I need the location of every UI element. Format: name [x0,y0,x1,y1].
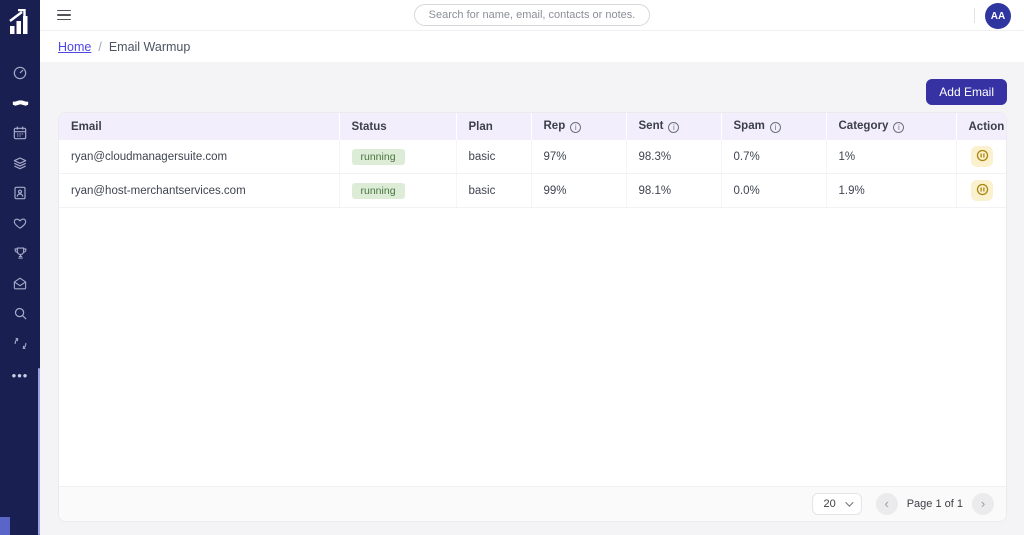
search-input[interactable] [414,4,650,26]
status-badge: running [351,182,405,199]
info-icon[interactable]: i [893,122,905,133]
dashboard-gauge-icon [12,65,28,86]
breadcrumb-current: Email Warmup [108,39,191,54]
table-row: ryan@cloudmanagersuite.com running basic… [59,140,1006,174]
cell-rep: 97% [531,140,627,174]
column-header-status: Status [339,113,457,140]
page-indicator: Page 1 of 1 [906,498,963,510]
pause-circle-icon [976,183,989,199]
sidebar-nav: ••• [11,65,29,384]
main-content: Add Email Email Status Plan Rep i Sent i S… [40,62,1024,522]
cell-spam: 0.0% [721,173,827,208]
sidebar: ••• [0,0,40,535]
column-header-plan: Plan [456,113,532,140]
calendar-icon [12,125,28,146]
info-icon[interactable]: i [570,122,582,133]
cell-category: 1.9% [826,173,957,208]
pause-warmup-button[interactable] [971,146,994,167]
cell-sent: 98.3% [626,140,722,174]
cell-plan: basic [456,173,532,208]
cell-action [956,140,1006,174]
pause-circle-icon [976,149,989,165]
table-header-row: Email Status Plan Rep i Sent i Spam i Categ… [59,113,1006,140]
cell-status: running [339,140,457,174]
column-header-email: Email [59,113,340,140]
column-header-rep: Rep i [531,113,627,140]
heart-icon [12,216,28,236]
cell-spam: 0.7% [721,140,827,174]
cell-sent: 98.1% [626,173,722,208]
column-header-category: Category i [826,113,957,140]
cell-email: ryan@cloudmanagersuite.com [59,140,340,174]
global-search [414,4,650,26]
sidebar-item-inbox[interactable] [11,277,29,294]
cell-rep: 99% [531,173,627,208]
cell-action [956,173,1006,208]
toolbar-row: Add Email [58,79,1007,105]
sidebar-item-sync[interactable] [11,337,29,354]
sidebar-item-more[interactable]: ••• [11,367,29,384]
contact-card-icon [12,185,28,206]
sidebar-item-deals[interactable] [11,97,29,114]
add-email-button[interactable]: Add Email [926,79,1007,105]
avatar[interactable]: AA [985,3,1011,29]
column-header-sent: Sent i [626,113,722,140]
trophy-icon [13,245,28,266]
column-header-spam: Spam i [721,113,827,140]
cell-status: running [339,173,457,208]
pager: ‹ Page 1 of 1 › [875,493,994,515]
hamburger-menu-icon[interactable] [57,9,71,21]
app-logo[interactable] [0,0,40,50]
sidebar-item-dashboard[interactable] [11,65,29,86]
cell-category: 1% [826,140,957,174]
status-badge: running [351,148,405,165]
breadcrumb-home-link[interactable]: Home [58,39,92,54]
growth-chart-icon [8,8,32,41]
column-header-action: Action [956,113,1006,140]
topbar: AA [40,0,1024,31]
page-size-value: 20 [823,498,836,510]
table-row: ryan@host-merchantservices.com running b… [59,173,1006,208]
pause-warmup-button[interactable] [971,180,994,201]
sidebar-item-favorites[interactable] [11,217,29,234]
info-icon[interactable]: i [668,122,680,133]
prev-page-button[interactable]: ‹ [875,493,898,515]
sync-icon [13,336,28,356]
more-ellipsis-icon: ••• [11,367,29,383]
sidebar-item-search[interactable] [11,307,29,324]
cell-email: ryan@host-merchantservices.com [59,173,340,208]
breadcrumb: Home / Email Warmup [40,31,1024,62]
sidebar-scroll-corner[interactable] [0,517,10,535]
sidebar-item-pipelines[interactable] [11,157,29,174]
email-icon [12,276,28,296]
page-size-select[interactable]: 20 [812,493,862,515]
sidebar-item-calendar[interactable] [11,125,29,146]
info-icon[interactable]: i [769,122,781,133]
layers-icon [12,155,28,176]
table-empty-space [59,208,1006,486]
cell-plan: basic [456,140,532,174]
topbar-divider [974,8,975,23]
pagination-bar: 20 ‹ Page 1 of 1 › [59,486,1006,521]
sidebar-item-contacts[interactable] [11,185,29,206]
warmup-table-card: Email Status Plan Rep i Sent i Spam i Categ… [58,112,1007,522]
chevron-down-icon [844,498,854,507]
handshake-icon [12,95,29,116]
sidebar-scrollbar-thumb[interactable] [38,368,40,535]
next-page-button[interactable]: › [972,493,994,515]
breadcrumb-separator: / [98,39,102,54]
search-icon [13,306,28,326]
sidebar-item-goals[interactable] [11,247,29,264]
warmup-table: Email Status Plan Rep i Sent i Spam i Categ… [59,113,1006,208]
